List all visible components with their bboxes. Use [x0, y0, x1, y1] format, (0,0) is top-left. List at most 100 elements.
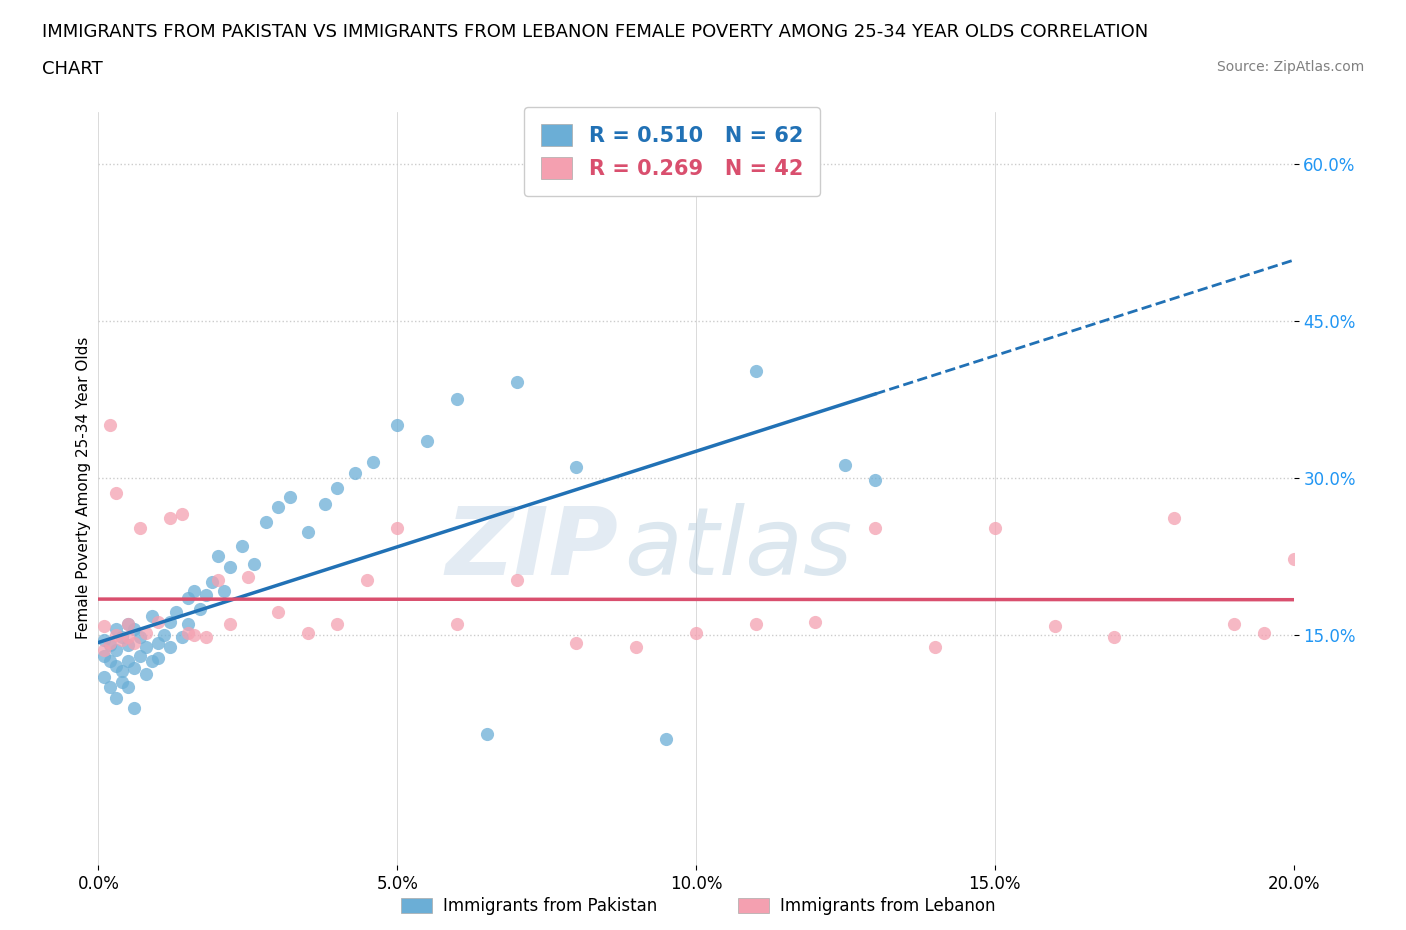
Point	[141, 608, 163, 623]
Point	[111, 674, 134, 689]
Point	[219, 559, 242, 574]
Point	[129, 630, 152, 644]
Point	[344, 465, 367, 480]
Point	[148, 615, 170, 630]
Point	[254, 514, 277, 529]
Point	[111, 632, 134, 647]
Point	[159, 615, 181, 630]
Point	[105, 486, 128, 501]
Point	[111, 630, 134, 644]
Point	[98, 638, 122, 653]
Point	[446, 392, 468, 406]
Point	[984, 521, 1007, 536]
Point	[98, 636, 122, 651]
Point	[685, 625, 707, 640]
Point	[834, 458, 856, 472]
Point	[207, 573, 229, 588]
Point	[446, 617, 468, 631]
Point	[93, 643, 115, 658]
Point	[924, 640, 946, 655]
Point	[1253, 625, 1275, 640]
Point	[219, 617, 242, 631]
Point	[212, 583, 235, 598]
Point	[243, 556, 266, 571]
Point	[172, 630, 194, 644]
Point	[195, 630, 218, 644]
Point	[111, 664, 134, 679]
Text: ZIP: ZIP	[446, 502, 619, 594]
Point	[159, 510, 181, 525]
Point	[177, 591, 200, 605]
Point	[98, 654, 122, 669]
Point	[129, 648, 152, 663]
Point	[506, 374, 529, 389]
Point	[93, 670, 115, 684]
Legend: R = 0.510   N = 62, R = 0.269   N = 42: R = 0.510 N = 62, R = 0.269 N = 42	[524, 107, 820, 196]
Point	[183, 628, 205, 643]
Point	[105, 658, 128, 673]
Point	[124, 622, 146, 637]
Point	[117, 617, 139, 631]
Point	[117, 680, 139, 695]
Y-axis label: Female Poverty Among 25-34 Year Olds: Female Poverty Among 25-34 Year Olds	[76, 337, 91, 640]
Point	[1163, 510, 1185, 525]
Point	[188, 601, 211, 616]
Point	[93, 648, 115, 663]
Point	[1282, 552, 1305, 567]
Point	[1223, 617, 1246, 631]
Point	[565, 636, 588, 651]
Point	[315, 497, 337, 512]
Point	[267, 499, 290, 514]
Point	[326, 481, 349, 496]
Point	[565, 460, 588, 474]
Point	[363, 455, 385, 470]
Point	[195, 588, 218, 603]
Point	[416, 433, 439, 448]
Point	[475, 726, 498, 741]
Point	[745, 364, 768, 379]
Point	[141, 654, 163, 669]
Point	[385, 418, 409, 433]
Text: IMMIGRANTS FROM PAKISTAN VS IMMIGRANTS FROM LEBANON FEMALE POVERTY AMONG 25-34 Y: IMMIGRANTS FROM PAKISTAN VS IMMIGRANTS F…	[42, 23, 1149, 41]
Text: CHART: CHART	[42, 60, 103, 78]
Point	[804, 615, 827, 630]
Point	[177, 625, 200, 640]
Point	[172, 507, 194, 522]
Point	[148, 650, 170, 665]
Text: Immigrants from Pakistan: Immigrants from Pakistan	[443, 897, 657, 915]
Point	[153, 628, 176, 643]
Point	[117, 654, 139, 669]
Point	[105, 643, 128, 658]
Point	[105, 628, 128, 643]
Point	[356, 573, 378, 588]
Point	[105, 622, 128, 637]
Point	[135, 640, 157, 655]
Point	[745, 617, 768, 631]
Point	[1043, 619, 1066, 634]
Point	[177, 617, 200, 631]
Point	[117, 630, 139, 644]
Point	[231, 538, 253, 553]
Point	[326, 617, 349, 631]
Text: atlas: atlas	[624, 503, 852, 594]
Point	[297, 625, 319, 640]
Point	[267, 604, 290, 619]
Point	[117, 638, 139, 653]
Point	[124, 636, 146, 651]
Point	[297, 525, 319, 539]
Point	[148, 636, 170, 651]
Point	[626, 640, 648, 655]
Point	[135, 625, 157, 640]
Point	[124, 700, 146, 715]
Point	[385, 521, 409, 536]
Point	[129, 521, 152, 536]
Point	[865, 521, 887, 536]
Point	[98, 418, 122, 433]
Point	[159, 640, 181, 655]
Point	[207, 549, 229, 564]
Point	[93, 619, 115, 634]
Point	[278, 489, 301, 504]
Point	[117, 617, 139, 631]
Point	[1104, 630, 1126, 644]
Point	[655, 732, 678, 747]
